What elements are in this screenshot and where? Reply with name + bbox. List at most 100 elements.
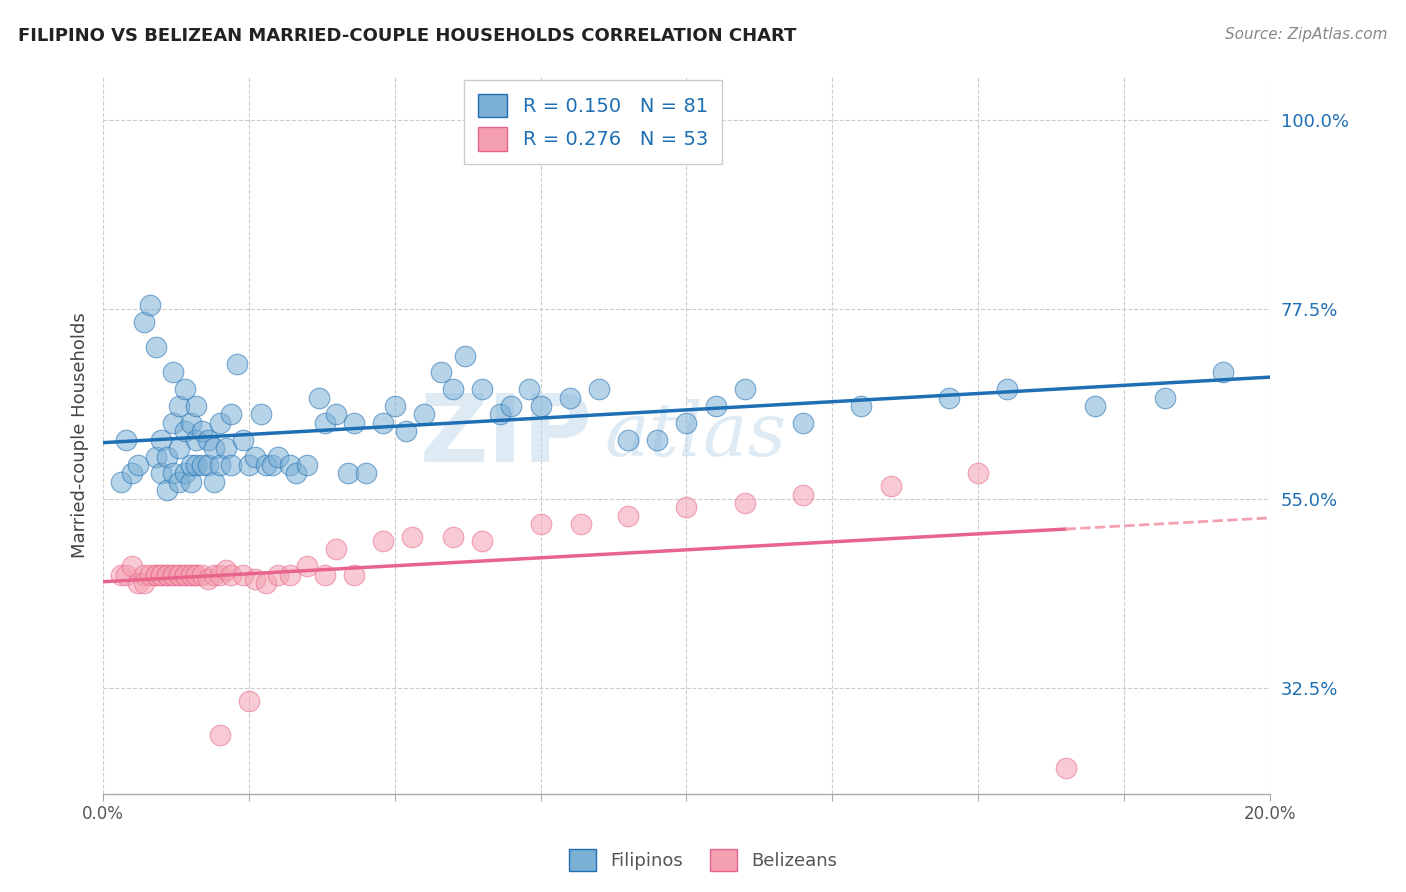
- Point: [675, 416, 697, 430]
- Point: [162, 365, 184, 379]
- Point: [851, 399, 873, 413]
- Point: [173, 425, 195, 439]
- Point: [675, 500, 697, 515]
- Point: [734, 496, 756, 510]
- Point: [249, 408, 271, 422]
- Point: [454, 349, 477, 363]
- Point: [441, 382, 464, 396]
- Point: [792, 487, 814, 501]
- Point: [232, 567, 254, 582]
- Point: [167, 399, 190, 413]
- Point: [354, 467, 377, 481]
- Point: [337, 467, 360, 481]
- Point: [221, 567, 243, 582]
- Point: [180, 475, 202, 489]
- Point: [995, 382, 1018, 396]
- Point: [127, 576, 149, 591]
- Point: [208, 458, 231, 472]
- Point: [1054, 761, 1077, 775]
- Point: [173, 467, 195, 481]
- Point: [127, 458, 149, 472]
- Point: [186, 458, 208, 472]
- Point: [325, 408, 347, 422]
- Point: [238, 694, 260, 708]
- Point: [1084, 399, 1107, 413]
- Point: [308, 391, 330, 405]
- Point: [571, 516, 593, 531]
- Point: [617, 508, 640, 523]
- Point: [150, 433, 173, 447]
- Point: [197, 458, 219, 472]
- Point: [221, 408, 243, 422]
- Point: [145, 340, 167, 354]
- Point: [162, 567, 184, 582]
- Point: [529, 399, 551, 413]
- Point: [186, 433, 208, 447]
- Point: [150, 467, 173, 481]
- Point: [156, 567, 179, 582]
- Point: [208, 416, 231, 430]
- Legend: R = 0.150   N = 81, R = 0.276   N = 53: R = 0.150 N = 81, R = 0.276 N = 53: [464, 80, 721, 164]
- Point: [191, 425, 214, 439]
- Point: [167, 567, 190, 582]
- Point: [371, 416, 394, 430]
- Point: [278, 567, 301, 582]
- Point: [110, 475, 132, 489]
- Point: [256, 458, 278, 472]
- Legend: Filipinos, Belizeans: Filipinos, Belizeans: [561, 842, 845, 879]
- Point: [173, 382, 195, 396]
- Point: [430, 365, 453, 379]
- Point: [202, 441, 225, 455]
- Point: [115, 433, 138, 447]
- Point: [139, 298, 162, 312]
- Point: [325, 542, 347, 557]
- Point: [186, 567, 208, 582]
- Point: [267, 567, 290, 582]
- Text: ZIP: ZIP: [420, 390, 593, 482]
- Point: [938, 391, 960, 405]
- Point: [734, 382, 756, 396]
- Point: [262, 458, 284, 472]
- Point: [173, 567, 195, 582]
- Point: [208, 567, 231, 582]
- Point: [132, 567, 155, 582]
- Point: [226, 357, 249, 371]
- Point: [180, 567, 202, 582]
- Point: [488, 408, 510, 422]
- Point: [197, 433, 219, 447]
- Text: FILIPINO VS BELIZEAN MARRIED-COUPLE HOUSEHOLDS CORRELATION CHART: FILIPINO VS BELIZEAN MARRIED-COUPLE HOUS…: [18, 27, 797, 45]
- Point: [191, 567, 214, 582]
- Point: [617, 433, 640, 447]
- Point: [401, 530, 423, 544]
- Point: [214, 563, 236, 577]
- Point: [156, 567, 179, 582]
- Point: [156, 483, 179, 498]
- Point: [1153, 391, 1175, 405]
- Point: [371, 533, 394, 548]
- Text: Source: ZipAtlas.com: Source: ZipAtlas.com: [1225, 27, 1388, 42]
- Text: atlas: atlas: [605, 400, 787, 472]
- Point: [645, 433, 668, 447]
- Point: [167, 567, 190, 582]
- Point: [139, 567, 162, 582]
- Point: [384, 399, 406, 413]
- Point: [529, 516, 551, 531]
- Point: [162, 567, 184, 582]
- Point: [471, 382, 494, 396]
- Point: [1212, 365, 1234, 379]
- Point: [267, 450, 290, 464]
- Point: [588, 382, 610, 396]
- Point: [471, 533, 494, 548]
- Point: [343, 567, 366, 582]
- Point: [186, 399, 208, 413]
- Point: [243, 450, 266, 464]
- Point: [243, 572, 266, 586]
- Point: [278, 458, 301, 472]
- Point: [343, 416, 366, 430]
- Point: [558, 391, 581, 405]
- Point: [395, 425, 418, 439]
- Point: [145, 450, 167, 464]
- Point: [132, 315, 155, 329]
- Point: [297, 559, 319, 574]
- Point: [704, 399, 727, 413]
